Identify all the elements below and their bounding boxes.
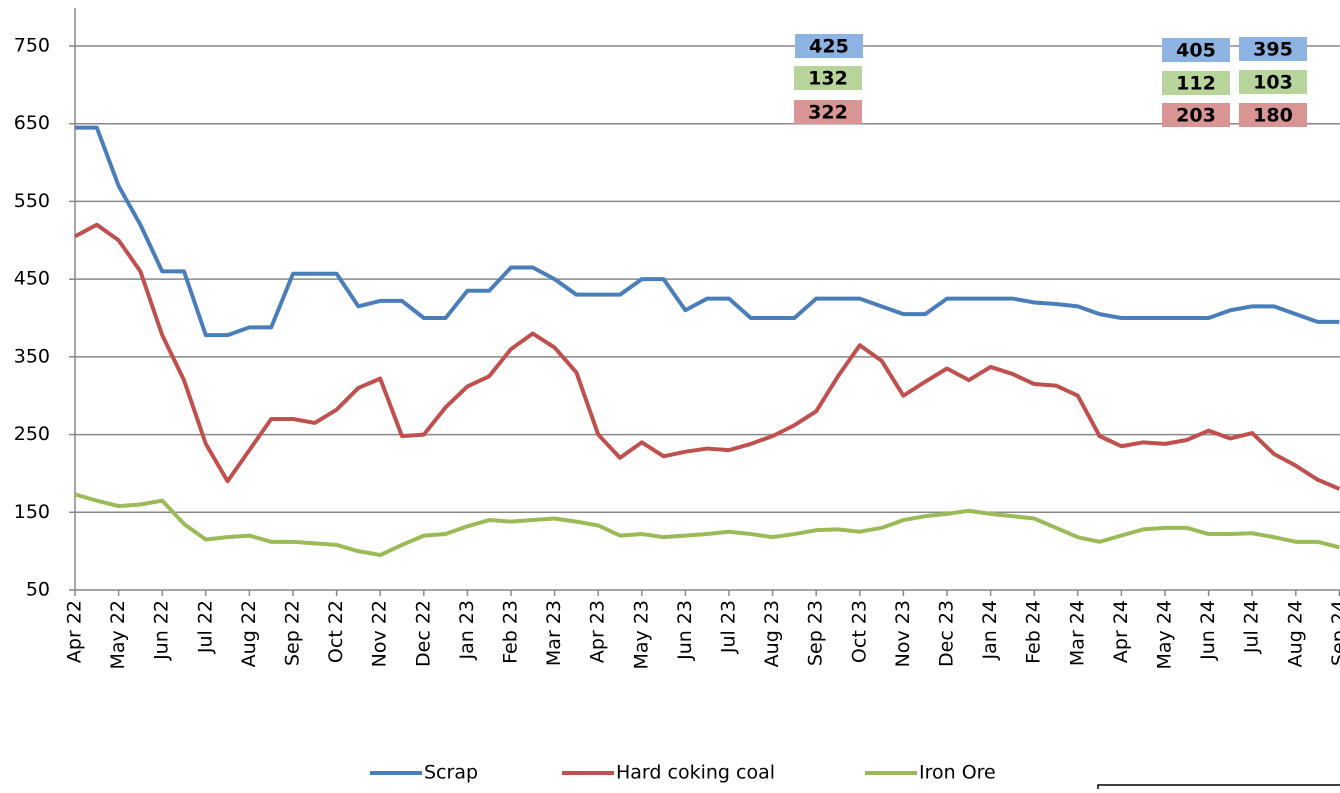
x-tick-label: Feb 24 [1023,600,1045,664]
annotation-box [795,34,863,58]
x-tick-label: Jul 22 [194,600,216,654]
x-tick-label: Aug 22 [238,600,260,667]
annotation: 103 [1253,72,1293,94]
x-tick-label: Jun 22 [151,600,173,661]
annotation-box [1162,103,1230,127]
y-tick-label: 350 [14,345,50,367]
x-tick-label: Oct 22 [325,600,347,663]
legend-label: Scrap [424,762,478,784]
annotation-box [794,100,862,124]
y-tick-label: 50 [26,579,50,601]
frame [1097,784,1340,793]
x-tick-label: May 24 [1154,600,1176,670]
series-line [74,222,1340,491]
x-tick-label: Feb 23 [500,600,522,664]
annotation-box [1239,70,1307,94]
annotation-box [1239,37,1307,61]
y-tick-label: 550 [14,190,50,212]
annotation: 322 [808,102,848,124]
x-tick-label: Oct 23 [848,600,870,663]
x-tick-label: Nov 22 [369,600,391,667]
x-tick-label: Sep 23 [805,600,827,666]
annotation-box [1162,71,1230,95]
series-line [75,125,1340,338]
annotation: 132 [808,68,848,90]
y-tick-label: 650 [14,112,50,134]
x-tick-label: Apr 23 [587,600,609,663]
x-tick-label: Jul 24 [1241,600,1263,654]
annotation: 203 [1176,105,1216,127]
x-tick-label: Aug 23 [761,600,783,667]
annotation: 180 [1253,105,1293,127]
x-tick-label: Jan 23 [456,600,478,661]
x-tick-label: Aug 24 [1284,600,1306,667]
annotation-box [794,66,862,90]
y-tick-label: 250 [14,423,50,445]
x-tick-label: Mar 24 [1066,600,1088,666]
x-tick-label: Sep 22 [282,600,304,666]
x-tick-label: Jun 23 [674,600,696,661]
annotation: 112 [1176,73,1216,95]
x-tick-label: Dec 23 [936,600,958,667]
annotation: 425 [809,36,849,58]
x-tick-label: Mar 23 [543,600,565,666]
x-tick-label: Nov 23 [892,600,914,667]
y-tick-label: 450 [14,268,50,290]
x-tick-label: Dec 22 [412,600,434,667]
legend-label: Hard coking coal [616,762,775,784]
x-tick-label: Jan 24 [979,600,1001,661]
legend-label: Iron Ore [919,762,996,784]
x-tick-label: Apr 22 [64,600,86,663]
x-tick-label: Apr 24 [1110,600,1132,663]
x-tick-label: Sep 24 [1328,600,1340,666]
x-tick-label: Jun 24 [1197,600,1219,661]
y-tick-label: 750 [14,35,50,57]
annotation: 405 [1176,40,1216,62]
annotation: 395 [1253,39,1293,61]
x-tick-label: Jul 23 [718,600,740,654]
y-tick-label: 150 [14,501,50,523]
x-tick-label: May 23 [630,600,652,670]
annotation-box [1162,38,1230,62]
x-tick-label: May 22 [107,600,129,670]
series-line [74,492,1340,558]
annotation-box [1239,103,1307,127]
